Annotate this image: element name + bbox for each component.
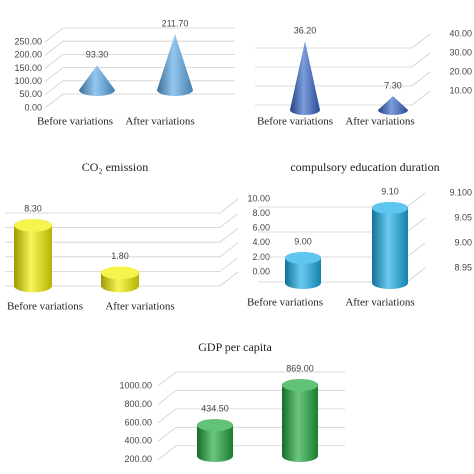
cylinder [372,202,408,289]
grid-line [44,27,235,43]
y-tick-label: 6.00 [252,223,270,233]
chart-panel: compulsory education duration 8.95 9.00 9.0… [247,160,472,309]
grid-line [255,33,431,49]
value-label: 93.30 [86,50,109,60]
y-tick-label: 50.00 [19,89,42,99]
x-tick-label: Before variations [247,297,323,309]
grid-line [5,227,239,243]
grid-line [255,90,431,106]
grid-line [5,198,239,214]
y-tick-label: 8.95 [454,262,472,272]
x-tick-label: After variations [345,116,414,128]
x-tick-label: After variations [125,116,194,128]
cylinder [282,379,318,462]
y-tick-label: 1000.00 [119,380,152,390]
value-label: 869.00 [286,363,314,373]
y-tick-label: 9.100 [449,187,472,197]
value-label: 7.30 [384,81,402,91]
cylinder-top [372,202,408,214]
value-label: 36.20 [294,26,317,36]
grid-line [5,257,239,272]
chart-panel: CO₂ emission0.002.004.006.008.0010.008.3… [5,160,270,313]
cone [79,65,115,96]
value-label: 211.70 [162,18,189,28]
y-tick-label: 20.00 [449,66,472,76]
y-tick-label: 9.00 [454,237,472,247]
chart-title: CO₂ emission [82,160,149,174]
grid-line [44,93,235,109]
x-tick-label: Before variations [37,116,113,128]
y-tick-label: 800.00 [124,399,152,409]
y-tick-label: 200.00 [124,454,152,464]
chart-title: compulsory education duration [290,160,439,174]
y-tick-label: 200.00 [14,50,42,60]
y-tick-label: 8.00 [252,208,270,218]
chart-panel: 0.00 50.00 100.00 150.00 200.00 250.00 93.30 Be… [14,18,235,128]
value-label: 9.10 [381,186,399,196]
y-tick-label: 9.05 [454,212,472,222]
chart-title: GDP per capita [198,340,272,354]
grid-line [255,71,431,87]
y-tick-label: 100.00 [14,76,42,86]
cylinder-top [101,266,139,280]
value-label: 9.00 [294,236,312,246]
x-tick-label: Before variations [7,301,83,313]
x-tick-label: After variations [105,301,174,313]
grid-line [44,80,235,96]
grid-line [5,213,239,228]
grid-line [255,52,431,68]
cylinder [14,219,52,293]
cylinder-top [285,252,321,264]
y-tick-label: 400.00 [124,436,152,446]
value-label: 8.30 [24,203,42,213]
y-tick-label: 0.00 [252,266,270,276]
y-tick-label: 250.00 [14,36,42,46]
cone [378,96,408,115]
y-tick-label: 150.00 [14,63,42,73]
grid-line [157,371,345,387]
value-label: 1.80 [111,251,129,261]
x-tick-label: Before variations [257,116,333,128]
cone [157,34,193,96]
grid-line [44,40,235,56]
grid-line [5,271,239,287]
y-tick-label: 0.00 [24,102,42,112]
cylinder-top [197,419,233,432]
y-tick-label: 10.00 [449,85,472,95]
chart-panel: 10.00 20.00 30.00 40.00 36.20 Before variatio… [255,26,472,128]
cylinder-top [282,379,318,392]
value-label: 434.50 [201,404,229,414]
y-tick-label: 30.00 [449,47,472,57]
y-tick-label: 4.00 [252,237,270,247]
x-tick-label: After variations [345,297,414,309]
cone [290,41,320,115]
chart-panel: GDP per capita 200.00 400.00 600.00 800.00 10… [119,340,345,464]
cylinder-top [14,219,52,232]
grid-line [44,67,235,82]
y-tick-label: 40.00 [449,28,472,38]
y-tick-label: 600.00 [124,417,152,427]
grid-line [44,54,235,69]
grid-line [5,242,239,258]
y-tick-label: 10.00 [247,193,270,203]
